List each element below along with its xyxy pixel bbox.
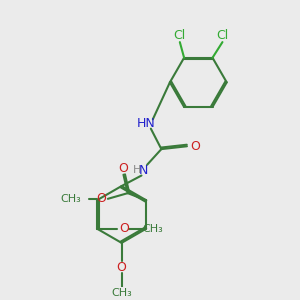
Text: CH₃: CH₃ bbox=[60, 194, 81, 204]
Text: O: O bbox=[97, 192, 106, 205]
Text: Cl: Cl bbox=[216, 29, 229, 42]
Text: O: O bbox=[117, 261, 127, 274]
Text: H: H bbox=[133, 165, 141, 176]
Text: O: O bbox=[119, 222, 129, 235]
Text: N: N bbox=[139, 164, 148, 178]
Text: O: O bbox=[190, 140, 200, 153]
Text: HN: HN bbox=[136, 117, 155, 130]
Text: CH₃: CH₃ bbox=[142, 224, 163, 234]
Text: O: O bbox=[118, 162, 128, 175]
Text: CH₃: CH₃ bbox=[111, 288, 132, 298]
Text: Cl: Cl bbox=[174, 29, 186, 42]
